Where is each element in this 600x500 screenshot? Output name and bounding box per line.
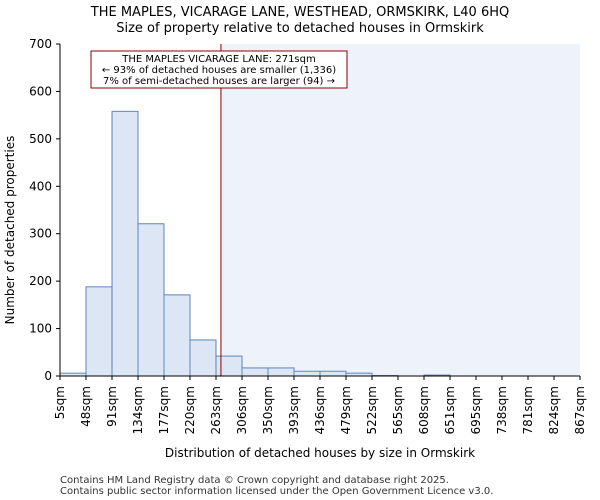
x-tick-label: 867sqm	[573, 386, 587, 434]
y-axis-label: Number of detached properties	[3, 136, 17, 325]
bar-393sqm	[293, 370, 321, 377]
footer-line1: Contains HM Land Registry data © Crown c…	[60, 475, 449, 486]
x-tick-label: 522sqm	[365, 386, 379, 434]
x-tick-label: 738sqm	[495, 386, 509, 434]
y-tick-label: 600	[29, 84, 52, 98]
x-tick-label: 91sqm	[105, 386, 119, 427]
x-tick-label: 479sqm	[339, 386, 353, 434]
x-tick-label: 695sqm	[469, 386, 483, 434]
x-tick-label: 608sqm	[417, 386, 431, 434]
x-axis-label: Distribution of detached houses by size …	[165, 446, 475, 460]
bar-263sqm	[215, 355, 243, 377]
x-tick-label: 393sqm	[287, 386, 301, 434]
x-tick-label: 263sqm	[209, 386, 223, 434]
x-tick-label: 350sqm	[261, 386, 275, 434]
annotation-box: THE MAPLES VICARAGE LANE: 271sqm ← 93% o…	[90, 50, 348, 89]
y-tick-label: 200	[29, 274, 52, 288]
bar-134sqm	[137, 223, 165, 377]
bars	[59, 110, 451, 377]
bar-436sqm	[319, 370, 347, 377]
highlight-region	[220, 44, 580, 376]
x-tick-label: 824sqm	[547, 386, 561, 434]
annotation-line3: 7% of semi-detached houses are larger (9…	[103, 76, 335, 87]
bar-350sqm	[267, 367, 295, 377]
x-tick-label: 306sqm	[235, 386, 249, 434]
y-ticks: 0 100 200 300 400 500 600 700	[29, 37, 60, 383]
y-tick-label: 300	[29, 227, 52, 241]
annotation-line2: ← 93% of detached houses are smaller (1,…	[102, 65, 336, 76]
bar-177sqm	[163, 294, 191, 377]
x-tick-label: 220sqm	[183, 386, 197, 434]
annotation-frame	[90, 50, 348, 89]
x-tick-label: 134sqm	[131, 386, 145, 434]
footer-line2: Contains public sector information licen…	[60, 486, 493, 497]
chart-title-line1: THE MAPLES, VICARAGE LANE, WESTHEAD, ORM…	[90, 5, 509, 20]
x-tick-label: 781sqm	[521, 386, 535, 434]
annotation-line1: THE MAPLES VICARAGE LANE: 271sqm	[121, 54, 315, 65]
x-tick-label: 5sqm	[53, 386, 67, 419]
x-ticks: 5sqm 48sqm 91sqm 134sqm 177sqm 220sqm 263sqm 30…	[53, 376, 587, 434]
x-tick-label: 177sqm	[157, 386, 171, 434]
bar-306sqm	[241, 367, 269, 377]
y-tick-label: 700	[29, 37, 52, 51]
y-tick-label: 400	[29, 179, 52, 193]
bar-48sqm	[85, 286, 113, 377]
x-tick-label: 436sqm	[313, 386, 327, 434]
x-tick-label: 48sqm	[79, 386, 93, 427]
bar-220sqm	[189, 339, 217, 377]
chart-title-line2: Size of property relative to detached ho…	[116, 21, 484, 36]
bar-91sqm	[111, 110, 139, 377]
y-tick-label: 0	[44, 369, 52, 383]
y-tick-label: 100	[29, 322, 52, 336]
x-tick-label: 565sqm	[391, 386, 405, 434]
x-tick-label: 651sqm	[443, 386, 457, 434]
y-tick-label: 500	[29, 132, 52, 146]
